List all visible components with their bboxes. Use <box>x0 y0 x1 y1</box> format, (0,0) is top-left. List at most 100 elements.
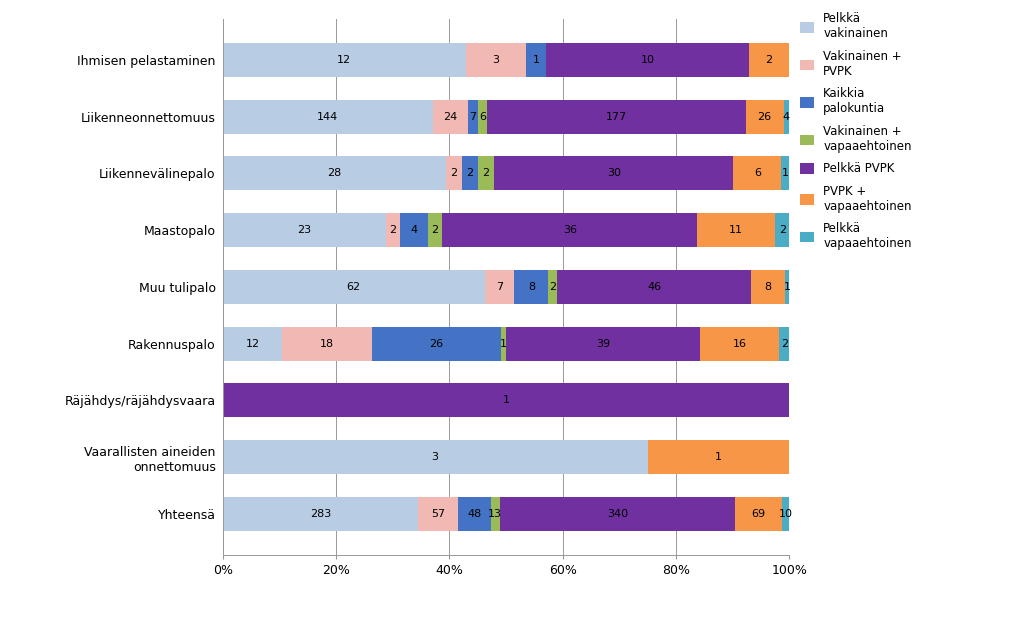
Text: 283: 283 <box>309 509 331 519</box>
Text: 36: 36 <box>562 225 576 235</box>
Bar <box>733 156 780 191</box>
Text: 10: 10 <box>778 509 793 519</box>
Text: 26: 26 <box>429 339 443 349</box>
Bar <box>462 156 477 191</box>
Bar <box>785 270 789 304</box>
Text: 8: 8 <box>764 282 771 292</box>
Text: 12: 12 <box>337 55 351 65</box>
Text: 2: 2 <box>388 225 396 235</box>
Text: 13: 13 <box>487 509 501 519</box>
Bar <box>446 156 462 191</box>
Text: 2: 2 <box>780 339 788 349</box>
Text: 1: 1 <box>715 452 721 462</box>
Bar <box>399 213 428 247</box>
Bar <box>418 497 457 531</box>
Bar <box>774 213 789 247</box>
Bar <box>780 156 789 191</box>
Text: 7: 7 <box>495 282 502 292</box>
Bar <box>486 100 745 134</box>
Text: 340: 340 <box>607 509 627 519</box>
Text: 1: 1 <box>782 168 789 178</box>
Bar <box>222 270 484 304</box>
Bar <box>222 497 418 531</box>
Text: 3: 3 <box>432 452 438 462</box>
Text: 2: 2 <box>764 55 772 65</box>
Bar <box>546 43 748 77</box>
Text: 16: 16 <box>732 339 746 349</box>
Bar <box>493 156 733 191</box>
Bar <box>556 270 750 304</box>
Text: 1: 1 <box>533 55 539 65</box>
Bar <box>222 213 385 247</box>
Text: 46: 46 <box>646 282 660 292</box>
Text: 1: 1 <box>499 339 507 349</box>
Text: 48: 48 <box>467 509 481 519</box>
Bar <box>282 326 371 361</box>
Text: 6: 6 <box>478 112 485 122</box>
Bar <box>222 326 282 361</box>
Text: 62: 62 <box>347 282 361 292</box>
Bar <box>548 270 556 304</box>
Text: 24: 24 <box>443 112 457 122</box>
Bar <box>745 100 783 134</box>
Bar <box>371 326 500 361</box>
Text: 2: 2 <box>450 168 457 178</box>
Bar <box>222 100 433 134</box>
Text: 4: 4 <box>783 112 790 122</box>
Text: 12: 12 <box>245 339 259 349</box>
Bar <box>222 156 446 191</box>
Text: 177: 177 <box>605 112 626 122</box>
Text: 57: 57 <box>431 509 445 519</box>
Text: 2: 2 <box>548 282 555 292</box>
Bar <box>499 497 734 531</box>
Text: 23: 23 <box>297 225 310 235</box>
Bar <box>526 43 546 77</box>
Bar <box>748 43 789 77</box>
Text: 1: 1 <box>783 282 790 292</box>
Bar <box>500 326 506 361</box>
Text: 2: 2 <box>431 225 439 235</box>
Bar <box>750 270 785 304</box>
Bar <box>222 440 647 474</box>
Bar <box>457 497 490 531</box>
Text: 3: 3 <box>492 55 498 65</box>
Text: 6: 6 <box>753 168 760 178</box>
Text: 4: 4 <box>409 225 418 235</box>
Bar <box>514 270 548 304</box>
Bar <box>442 213 697 247</box>
Bar <box>467 100 478 134</box>
Text: 11: 11 <box>729 225 742 235</box>
Bar <box>222 43 465 77</box>
Text: 28: 28 <box>327 168 341 178</box>
Bar <box>433 100 467 134</box>
Text: 69: 69 <box>751 509 765 519</box>
Bar <box>783 100 789 134</box>
Text: 2: 2 <box>466 168 473 178</box>
Bar <box>385 213 399 247</box>
Text: 10: 10 <box>640 55 654 65</box>
Bar <box>477 156 493 191</box>
Bar <box>465 43 526 77</box>
Bar <box>697 213 774 247</box>
Bar <box>778 326 789 361</box>
Text: 144: 144 <box>316 112 338 122</box>
Text: 7: 7 <box>469 112 476 122</box>
Bar <box>782 497 789 531</box>
Bar <box>734 497 782 531</box>
Bar <box>647 440 789 474</box>
Bar <box>484 270 514 304</box>
Bar <box>428 213 442 247</box>
Bar <box>222 383 789 418</box>
Text: 8: 8 <box>528 282 535 292</box>
Bar <box>506 326 700 361</box>
Bar <box>490 497 499 531</box>
Text: 1: 1 <box>502 395 509 405</box>
Text: 2: 2 <box>482 168 489 178</box>
Text: 39: 39 <box>595 339 610 349</box>
Text: 26: 26 <box>756 112 770 122</box>
Bar <box>700 326 778 361</box>
Text: 2: 2 <box>777 225 786 235</box>
Text: 18: 18 <box>319 339 334 349</box>
Bar <box>478 100 486 134</box>
Legend: Pelkkä
vakinainen, Vakinainen +
PVPK, Kaikkia
palokuntia, Vakinainen +
vapaaehto: Pelkkä vakinainen, Vakinainen + PVPK, Ka… <box>795 8 916 255</box>
